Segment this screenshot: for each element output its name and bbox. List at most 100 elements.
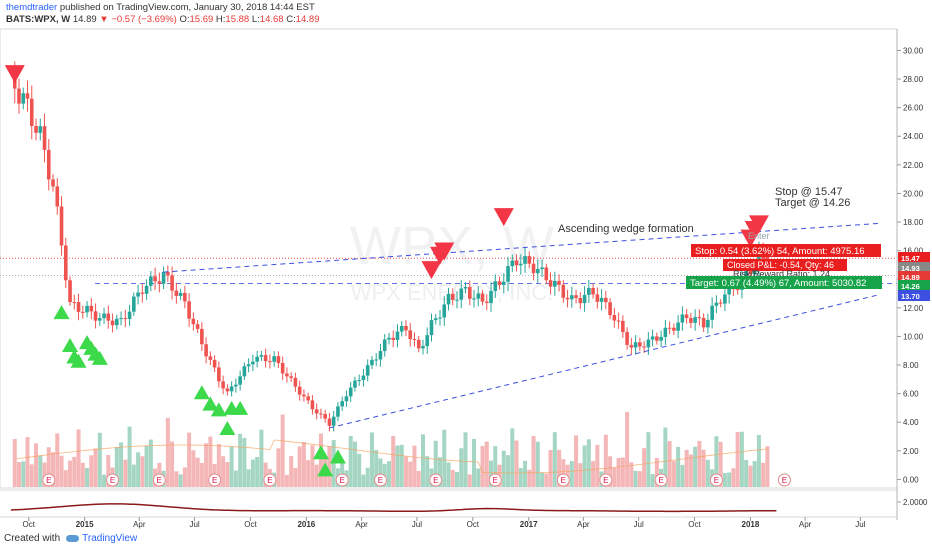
candle-body — [348, 387, 353, 397]
volume-bar — [361, 474, 366, 487]
volume-bar — [752, 461, 757, 487]
volume-bar — [676, 446, 681, 487]
target-box-label: Target: 0.67 (4.49%) 67, Amount: 5030.82 — [690, 278, 866, 289]
earnings-icon[interactable] — [335, 473, 349, 487]
candle-body — [229, 386, 234, 392]
volume-bar — [242, 437, 247, 487]
time-tick-label: Apr — [577, 520, 590, 529]
volume-bar — [608, 456, 613, 487]
volume-bar — [369, 432, 374, 487]
earnings-letter: E — [110, 476, 115, 485]
earnings-icon[interactable] — [106, 473, 120, 487]
candle-body — [701, 317, 706, 328]
volume-bar — [399, 444, 404, 487]
volume-bar — [739, 431, 744, 487]
candle-body — [591, 288, 595, 295]
volume-bar — [510, 428, 515, 487]
candle-body — [259, 355, 264, 357]
earnings-icon[interactable] — [263, 473, 277, 487]
symbol-label[interactable]: BATS:WPX, W — [6, 14, 71, 25]
earnings-letter: E — [267, 476, 272, 485]
candle-body — [212, 359, 217, 368]
candle-body — [616, 320, 621, 322]
price-tick-label: 16.00 — [903, 247, 924, 256]
earnings-icon[interactable] — [709, 473, 723, 487]
volume-bar — [714, 436, 719, 487]
earnings-icon[interactable] — [373, 473, 387, 487]
candle-body — [178, 292, 183, 296]
candle-body — [433, 318, 438, 321]
volume-bar — [374, 450, 379, 487]
candle-body — [38, 126, 43, 133]
closed-pl-label: Closed P&L: -0.54, Qty: 46 — [727, 260, 834, 270]
volume-bar — [489, 460, 494, 487]
candle-body — [387, 337, 391, 340]
volume-bar — [259, 429, 264, 487]
earnings-icon[interactable] — [488, 473, 502, 487]
position-tool[interactable]: Stop: 0.54 (3.62%) 54, Amount: 4975.16 C… — [686, 244, 882, 289]
sell-arrow-icon — [493, 208, 514, 227]
buy-arrow-icon — [91, 350, 108, 365]
price-tag-label: 13.70 — [901, 292, 920, 301]
candle-body — [536, 269, 540, 274]
candle-body — [63, 245, 68, 281]
candle-body — [327, 418, 332, 426]
candle-body — [629, 344, 634, 348]
volume-bar — [97, 432, 102, 487]
candle-body — [191, 318, 196, 325]
volume-bar — [620, 457, 625, 487]
earnings-icon[interactable] — [429, 473, 443, 487]
earnings-letter: E — [561, 476, 566, 485]
volume-bar — [744, 459, 749, 487]
wedge-trendline[interactable] — [329, 294, 879, 429]
volume-bar — [731, 468, 736, 487]
price-tag — [898, 252, 930, 263]
candle-body — [306, 396, 310, 401]
candle-body — [276, 356, 281, 364]
volume-bar — [722, 473, 727, 487]
candle-body — [242, 366, 247, 377]
volume-bar — [391, 436, 396, 487]
candle-body — [574, 295, 578, 298]
volume-bar — [357, 453, 362, 487]
candle-body — [72, 302, 77, 304]
volume-bar — [625, 411, 630, 487]
earnings-icon[interactable] — [777, 473, 791, 487]
author-link[interactable]: themdtrader — [6, 2, 58, 13]
candle-body — [450, 293, 455, 300]
tradingview-brand[interactable]: TradingView — [82, 533, 138, 544]
candle-body — [361, 375, 366, 380]
candle-body — [204, 344, 208, 357]
candle-body — [455, 299, 459, 301]
volume-bar — [238, 433, 243, 487]
earnings-icon[interactable] — [152, 473, 166, 487]
candle-body — [710, 305, 714, 320]
candle-body — [238, 376, 242, 385]
volume-bar — [106, 455, 111, 487]
volume-bar — [119, 442, 124, 487]
earnings-icon[interactable] — [599, 473, 613, 487]
volume-bar — [63, 470, 68, 487]
volume-bar — [654, 457, 659, 487]
candle-body — [472, 298, 476, 300]
earnings-icon[interactable] — [556, 473, 570, 487]
price-tick-label: 12.00 — [903, 304, 924, 313]
volume-bar — [455, 471, 460, 487]
volume-bar — [450, 469, 455, 487]
volume-bar — [629, 462, 634, 487]
volume-bar — [748, 465, 753, 487]
volume-bar — [442, 429, 447, 487]
candle-body — [336, 406, 340, 417]
price-tick-label: 4.00 — [903, 418, 919, 427]
earnings-icon[interactable] — [654, 473, 668, 487]
earnings-icon[interactable] — [208, 473, 222, 487]
closed-pl-box — [723, 259, 847, 271]
volume-bar — [327, 445, 332, 487]
candle-body — [80, 311, 85, 313]
candle-body — [34, 126, 38, 133]
earnings-letter: E — [714, 476, 719, 485]
candle-body — [157, 281, 162, 284]
earnings-icon[interactable] — [42, 473, 56, 487]
